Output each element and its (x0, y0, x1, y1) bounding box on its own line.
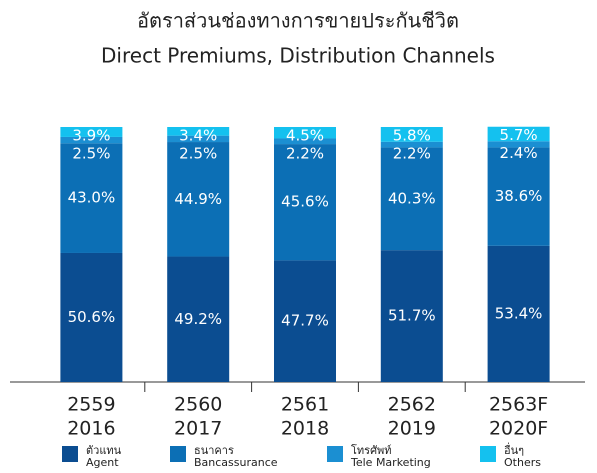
value-label: 38.6% (495, 187, 543, 205)
value-label: 2.5% (72, 145, 110, 163)
bar-segment (60, 143, 123, 253)
x-tick-label: 2560 (174, 394, 222, 416)
x-tick-label: 2017 (174, 418, 222, 440)
chart-subtitle: Direct Premiums, Distribution Channels (101, 44, 495, 68)
legend-label: ตัวแทน (86, 444, 122, 457)
legend-swatch (327, 446, 343, 462)
x-tick-label: 2016 (67, 418, 115, 440)
x-tick-label: 2018 (281, 418, 329, 440)
value-label: 2.2% (393, 145, 431, 163)
value-label: 49.2% (174, 310, 222, 328)
bar-segment (60, 136, 123, 144)
bar-segment (380, 127, 443, 142)
bar-segment (167, 127, 230, 136)
bar-segment (167, 135, 230, 143)
legend-label: ธนาคาร (194, 444, 234, 457)
bar-segment (487, 245, 550, 382)
value-label: 2.4% (500, 144, 538, 162)
legend-label: Agent (86, 456, 119, 469)
x-tick-label: 2019 (388, 418, 436, 440)
bar-segment (380, 141, 443, 148)
bar-segment (60, 252, 123, 382)
bar-segment (274, 260, 336, 382)
bar-segment (167, 142, 230, 257)
x-tick-label: 2562 (388, 394, 436, 416)
value-label: 43.0% (68, 189, 116, 207)
bar-segment (380, 250, 443, 382)
bar-segment (274, 127, 336, 139)
bar-segment (167, 256, 230, 382)
x-tick-label: 2561 (281, 394, 329, 416)
bar-segment (487, 126, 550, 142)
legend-label: Others (504, 456, 541, 469)
bar-segment (274, 138, 336, 145)
legend-swatch (170, 446, 186, 462)
bar-segment (60, 127, 123, 137)
x-tick-label: 2559 (67, 394, 115, 416)
value-label: 4.5% (286, 127, 324, 145)
value-label: 50.6% (68, 308, 116, 326)
value-label: 3.4% (179, 127, 217, 145)
value-label: 47.7% (281, 312, 329, 330)
value-label: 5.7% (500, 126, 538, 144)
x-tick-label: 2563F (489, 394, 548, 416)
legend-label: Tele Marketing (350, 456, 431, 469)
legend-swatch (480, 446, 496, 462)
bar-segment (487, 147, 550, 246)
legend-label: Bancassurance (194, 456, 278, 469)
bar-segment (380, 147, 443, 251)
value-label: 3.9% (72, 127, 110, 145)
value-label: 44.9% (174, 190, 222, 208)
value-label: 45.6% (281, 193, 329, 211)
chart-title: อัตราส่วนช่องทางการขายประกันชีวิต (137, 9, 459, 33)
bar-segment (274, 144, 336, 261)
value-label: 2.5% (179, 145, 217, 163)
value-label: 53.4% (495, 304, 543, 322)
value-label: 40.3% (388, 189, 436, 207)
value-label: 2.2% (286, 145, 324, 163)
legend-label: โทรศัพท์ (351, 443, 392, 457)
legend-label: อื่นๆ (504, 442, 524, 457)
bar-segment (487, 141, 550, 148)
value-label: 51.7% (388, 307, 436, 325)
value-label: 5.8% (393, 127, 431, 145)
legend-swatch (62, 446, 78, 462)
x-tick-label: 2020F (489, 418, 548, 440)
